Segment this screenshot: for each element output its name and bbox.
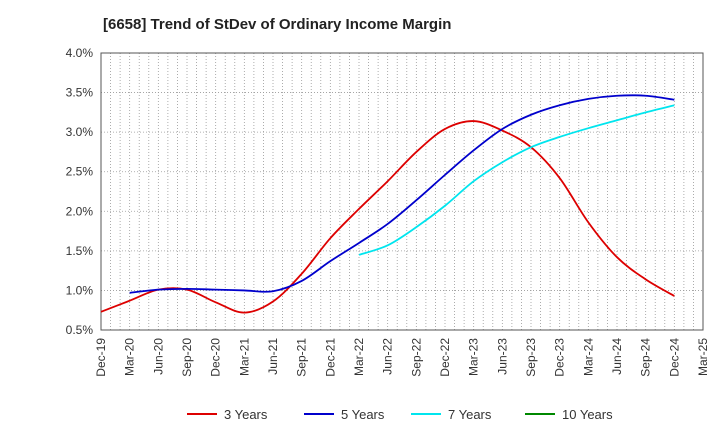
series-line-5-years [129,94,675,294]
x-tick-label: Sep-21 [295,338,309,377]
x-tick-label: Jun-23 [495,338,509,375]
x-tick-label: Mar-22 [352,338,366,376]
x-tick-label: Dec-20 [209,338,223,377]
y-tick-label: 2.5% [66,165,94,179]
legend-label-5-years: 5 Years [341,407,385,422]
x-tick-label: Dec-22 [438,338,452,377]
y-tick-label: 1.0% [66,283,94,297]
y-tick-label: 3.0% [66,125,94,139]
x-tick-label: Mar-24 [581,338,595,376]
x-tick-label: Jun-24 [610,338,624,375]
legend-label-3-years: 3 Years [224,407,268,422]
plot-area [101,53,703,330]
x-tick-label: Dec-24 [667,338,681,377]
x-tick-label: Dec-19 [94,338,108,377]
plot-frame [100,52,704,331]
y-tick-label: 1.5% [66,244,94,258]
x-tick-label: Dec-23 [553,338,567,377]
legend-label-7-years: 7 Years [448,407,492,422]
y-tick-label: 3.5% [66,86,94,100]
legend-label-10-years: 10 Years [562,407,613,422]
series-line-7-years [358,104,675,256]
x-tick-label: Sep-23 [524,338,538,377]
x-tick-label: Mar-20 [123,338,137,376]
y-tick-label: 0.5% [66,323,94,337]
x-tick-label: Dec-21 [323,338,337,377]
x-tick-label: Jun-20 [151,338,165,375]
y-tick-label: 2.0% [66,204,94,218]
x-tick-label: Mar-25 [696,338,710,376]
x-tick-label: Sep-20 [180,338,194,377]
x-tick-label: Jun-21 [266,338,280,375]
x-tick-label: Mar-21 [237,338,251,376]
y-tick-label: 4.0% [66,46,94,60]
series-line-3-years [100,120,675,314]
chart-title: [6658] Trend of StDev of Ordinary Income… [103,16,452,33]
x-tick-label: Sep-24 [639,338,653,377]
x-tick-label: Jun-22 [381,338,395,375]
x-tick-label: Sep-22 [409,338,423,377]
x-tick-label: Mar-23 [467,338,481,376]
